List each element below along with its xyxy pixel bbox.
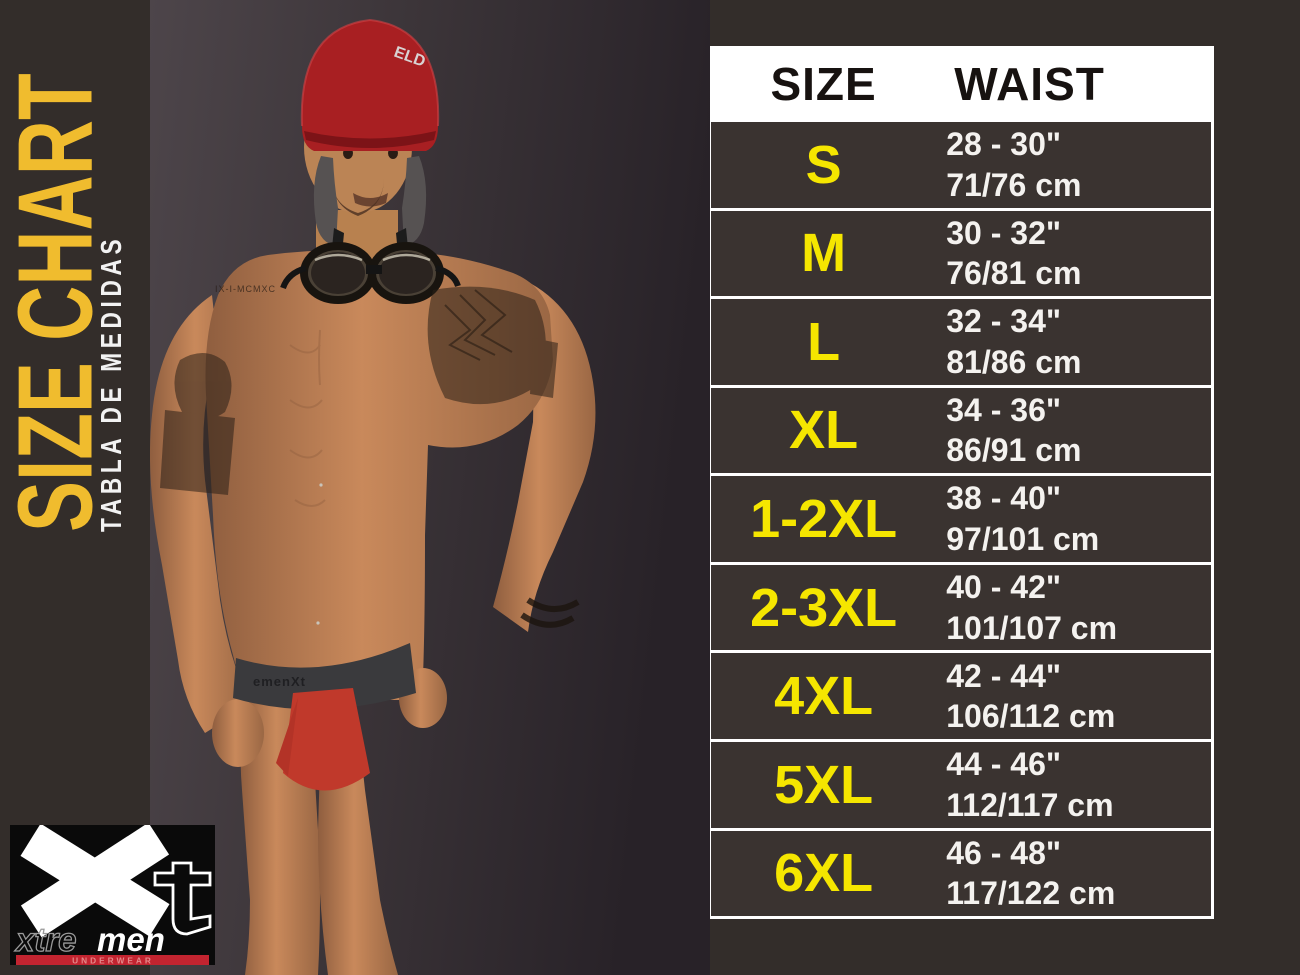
svg-text:men: men [97,921,165,958]
svg-text:xtre: xtre [14,921,77,958]
svg-text:UNDERWEAR: UNDERWEAR [72,955,154,965]
svg-text:emenXt: emenXt [253,674,306,689]
svg-text:IX-I-MCMXC: IX-I-MCMXC [215,284,276,294]
